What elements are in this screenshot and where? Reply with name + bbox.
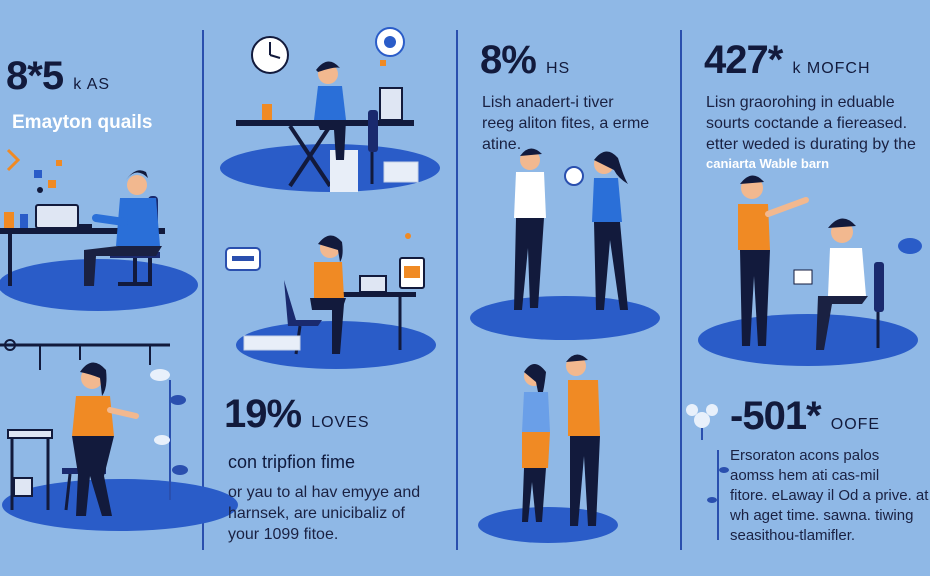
col2-body: or yau to al hav emyye and harnsek, are … [228, 482, 420, 545]
tea-cup-icon [399, 233, 425, 289]
col4-body2: Ersoraton acons palos aomss hem ati cas-… [730, 446, 928, 546]
col2-body-line: or yau to al hav emyye and [228, 484, 421, 501]
col3-body-line: reeg aliton fites, a erme [482, 115, 650, 132]
col1-subtitle: Emayton quails [12, 112, 153, 133]
col4-stat-value: 427* [704, 38, 783, 82]
seated-woman-illustration [0, 339, 238, 531]
col3-stat-suffix: HS [545, 60, 571, 77]
col4-body2-line: wh aget time. sawna. tiwing [730, 507, 914, 524]
col4-body2-line: aomss hem ati cas-mil [730, 467, 880, 484]
leaf-plant-icon [150, 369, 188, 500]
col1-stat-suffix: k AS [73, 76, 111, 93]
col4-body: Lisn graorohing in eduable sourts coctan… [706, 92, 916, 155]
col4-stat: 427* k MOFCH [704, 38, 871, 83]
column-divider-1 [202, 30, 204, 550]
couple-illustration [478, 354, 618, 543]
chat-bubble-icon [375, 27, 405, 66]
col2-body-line: your 1099 fitoe. [228, 526, 339, 543]
col4-stat2: -501* OOFE [730, 394, 880, 439]
col4-stat-suffix: k MOFCH [792, 60, 871, 77]
floating-decor-icons [6, 148, 62, 193]
col2-stat-suffix: LOVES [311, 414, 370, 431]
col4-body2-line: seasithou-tlamifler. [730, 527, 856, 544]
col2-stat: 19% LOVES [224, 392, 370, 437]
col2-heading: con tripfion fime [228, 452, 356, 472]
desk-worker-illustration [0, 170, 198, 311]
two-people-talking-illustration [470, 148, 660, 340]
column-divider-2 [456, 30, 458, 550]
col4-stat2-value: -501* [730, 394, 822, 438]
laptop-woman-illustration [236, 235, 436, 369]
col4-body-line: sourts coctande a fiereased. [706, 115, 908, 132]
conversation-pair-illustration [698, 175, 922, 366]
col3-body-line: atine. [482, 136, 522, 153]
col3-body-line: Lish anadert-i tiver [482, 94, 614, 111]
col4-body2-line: Ersoraton acons palos [730, 447, 880, 464]
col1-stat: 8*5 k AS [6, 54, 110, 99]
col4-caption: caniarta Wable barn [706, 156, 830, 171]
message-card-icon [225, 247, 261, 271]
flower-decor-icon [686, 404, 729, 540]
col3-body: Lish anadert-i tiver reeg aliton fites, … [482, 92, 649, 155]
col3-stat-value: 8% [480, 38, 537, 82]
clock-icon [251, 36, 289, 74]
col4-body-line: etter weded is durating by the [706, 136, 916, 153]
col4-body2-line: fitore. eLaway il Od a prive. at [730, 487, 929, 504]
standing-desk-illustration [220, 61, 440, 192]
col2-body-line: harnsek, are unicibaliz of [228, 505, 405, 522]
col1-stat-value: 8*5 [6, 54, 64, 98]
column-divider-3 [680, 30, 682, 550]
col3-stat: 8% HS [480, 38, 570, 83]
col4-stat2-suffix: OOFE [830, 416, 881, 433]
col4-body-line: Lisn graorohing in eduable [706, 94, 895, 111]
col2-stat-value: 19% [224, 392, 302, 436]
